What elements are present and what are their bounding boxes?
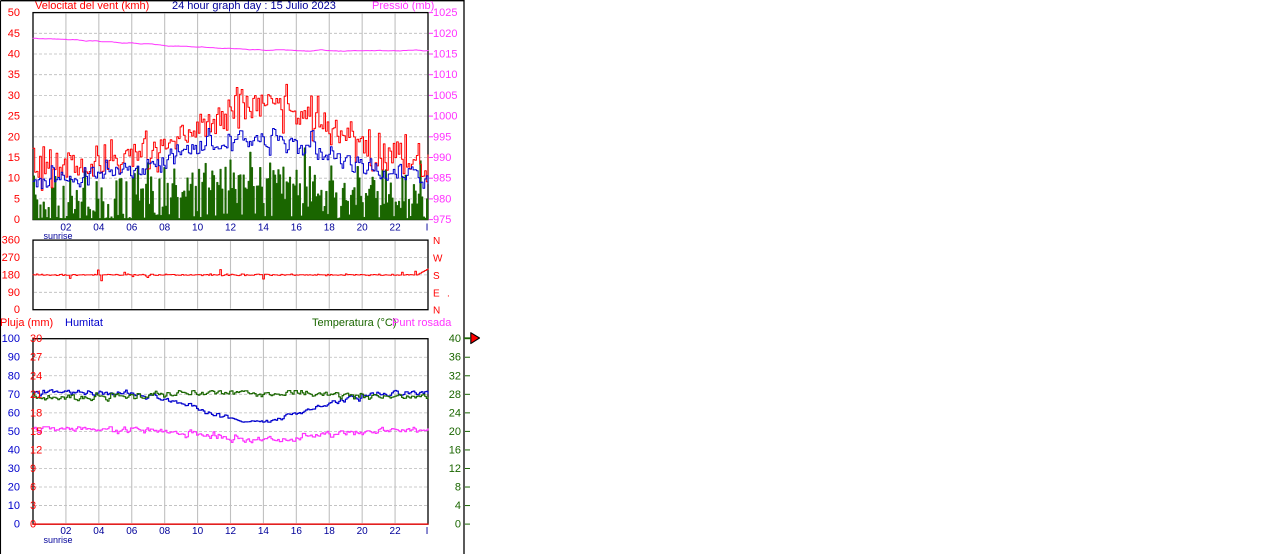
svg-text:14: 14 — [258, 526, 270, 537]
svg-text:8: 8 — [455, 482, 461, 494]
svg-text:E: E — [433, 288, 440, 299]
svg-text:4: 4 — [455, 500, 461, 512]
svg-text:70: 70 — [8, 389, 20, 401]
svg-text:10: 10 — [192, 526, 204, 537]
svg-text:0: 0 — [455, 519, 461, 531]
svg-text:18: 18 — [324, 223, 336, 234]
svg-text:270: 270 — [2, 252, 20, 264]
svg-text:1010: 1010 — [433, 69, 457, 81]
svg-text:0: 0 — [14, 214, 20, 226]
svg-text:22: 22 — [390, 223, 402, 234]
svg-text:12: 12 — [449, 463, 461, 475]
svg-text:5: 5 — [14, 193, 20, 205]
svg-text:I: I — [426, 526, 429, 537]
svg-text:18: 18 — [30, 407, 42, 419]
svg-text:16: 16 — [291, 223, 303, 234]
svg-text:06: 06 — [126, 223, 138, 234]
svg-text:10: 10 — [192, 223, 204, 234]
svg-text:995: 995 — [433, 131, 451, 143]
svg-text:sunrise: sunrise — [43, 231, 72, 241]
svg-text:32: 32 — [449, 370, 461, 382]
svg-text:24: 24 — [30, 370, 42, 382]
svg-text:15: 15 — [30, 426, 42, 438]
svg-text:28: 28 — [449, 389, 461, 401]
svg-text:1025: 1025 — [433, 7, 457, 19]
svg-text:06: 06 — [126, 526, 138, 537]
svg-text:20: 20 — [8, 131, 20, 143]
svg-text:22: 22 — [390, 526, 402, 537]
svg-text:30: 30 — [8, 463, 20, 475]
svg-text:3: 3 — [30, 500, 36, 512]
svg-text:08: 08 — [159, 223, 171, 234]
svg-text:12: 12 — [30, 444, 42, 456]
svg-text:Pluja (mm): Pluja (mm) — [0, 317, 53, 329]
svg-text:1015: 1015 — [433, 49, 457, 61]
svg-text:360: 360 — [2, 235, 20, 247]
svg-text:40: 40 — [8, 444, 20, 456]
svg-text:980: 980 — [433, 193, 451, 205]
svg-text:14: 14 — [258, 223, 270, 234]
svg-text:1000: 1000 — [433, 111, 457, 123]
svg-text:40: 40 — [449, 333, 461, 345]
svg-text:Punt rosada: Punt rosada — [392, 317, 452, 329]
svg-text:80: 80 — [8, 370, 20, 382]
svg-text:20: 20 — [8, 482, 20, 494]
svg-text:0: 0 — [14, 519, 20, 531]
svg-text:16: 16 — [449, 444, 461, 456]
svg-text:20: 20 — [357, 526, 369, 537]
svg-text:I: I — [426, 223, 429, 234]
svg-text:985: 985 — [433, 173, 451, 185]
svg-text:6: 6 — [30, 482, 36, 494]
svg-text:Temperatura (°C): Temperatura (°C) — [312, 317, 396, 329]
svg-text:25: 25 — [8, 111, 20, 123]
svg-text:20: 20 — [449, 426, 461, 438]
svg-text:Pressió (mb): Pressió (mb) — [372, 0, 434, 12]
svg-text:20: 20 — [357, 223, 369, 234]
svg-text:sunrise: sunrise — [43, 535, 72, 545]
svg-text:21: 21 — [30, 389, 42, 401]
svg-text:1020: 1020 — [433, 28, 457, 40]
svg-text:100: 100 — [2, 333, 20, 345]
svg-text:50: 50 — [8, 7, 20, 19]
svg-text:15: 15 — [8, 152, 20, 164]
svg-text:30: 30 — [8, 90, 20, 102]
svg-text:18: 18 — [324, 526, 336, 537]
svg-text:1005: 1005 — [433, 90, 457, 102]
svg-text:N: N — [433, 236, 440, 247]
svg-text:975: 975 — [433, 214, 451, 226]
svg-text:04: 04 — [93, 526, 105, 537]
svg-text:0: 0 — [14, 304, 20, 316]
svg-text:60: 60 — [8, 407, 20, 419]
svg-text:9: 9 — [30, 463, 36, 475]
svg-text:30: 30 — [30, 333, 42, 345]
svg-text:12: 12 — [225, 526, 237, 537]
svg-text:990: 990 — [433, 152, 451, 164]
svg-text:16: 16 — [291, 526, 303, 537]
svg-text:.: . — [447, 288, 450, 299]
svg-text:35: 35 — [8, 69, 20, 81]
svg-text:Velocitat del vent (kmh): Velocitat del vent (kmh) — [35, 0, 149, 12]
svg-text:180: 180 — [2, 269, 20, 281]
svg-text:08: 08 — [159, 526, 171, 537]
svg-text:24 hour graph day : 15 Julio 2: 24 hour graph day : 15 Julio 2023 — [172, 0, 336, 12]
svg-text:40: 40 — [8, 49, 20, 61]
svg-text:12: 12 — [225, 223, 237, 234]
svg-text:Humitat: Humitat — [65, 317, 103, 329]
svg-text:24: 24 — [449, 407, 461, 419]
svg-text:10: 10 — [8, 500, 20, 512]
svg-text:90: 90 — [8, 287, 20, 299]
svg-text:45: 45 — [8, 28, 20, 40]
svg-text:50: 50 — [8, 426, 20, 438]
svg-text:90: 90 — [8, 352, 20, 364]
svg-text:10: 10 — [8, 173, 20, 185]
svg-text:0: 0 — [30, 519, 36, 531]
svg-text:S: S — [433, 271, 440, 282]
svg-text:04: 04 — [93, 223, 105, 234]
svg-text:N: N — [433, 306, 440, 317]
svg-text:36: 36 — [449, 352, 461, 364]
svg-text:W: W — [433, 254, 443, 265]
svg-text:27: 27 — [30, 352, 42, 364]
